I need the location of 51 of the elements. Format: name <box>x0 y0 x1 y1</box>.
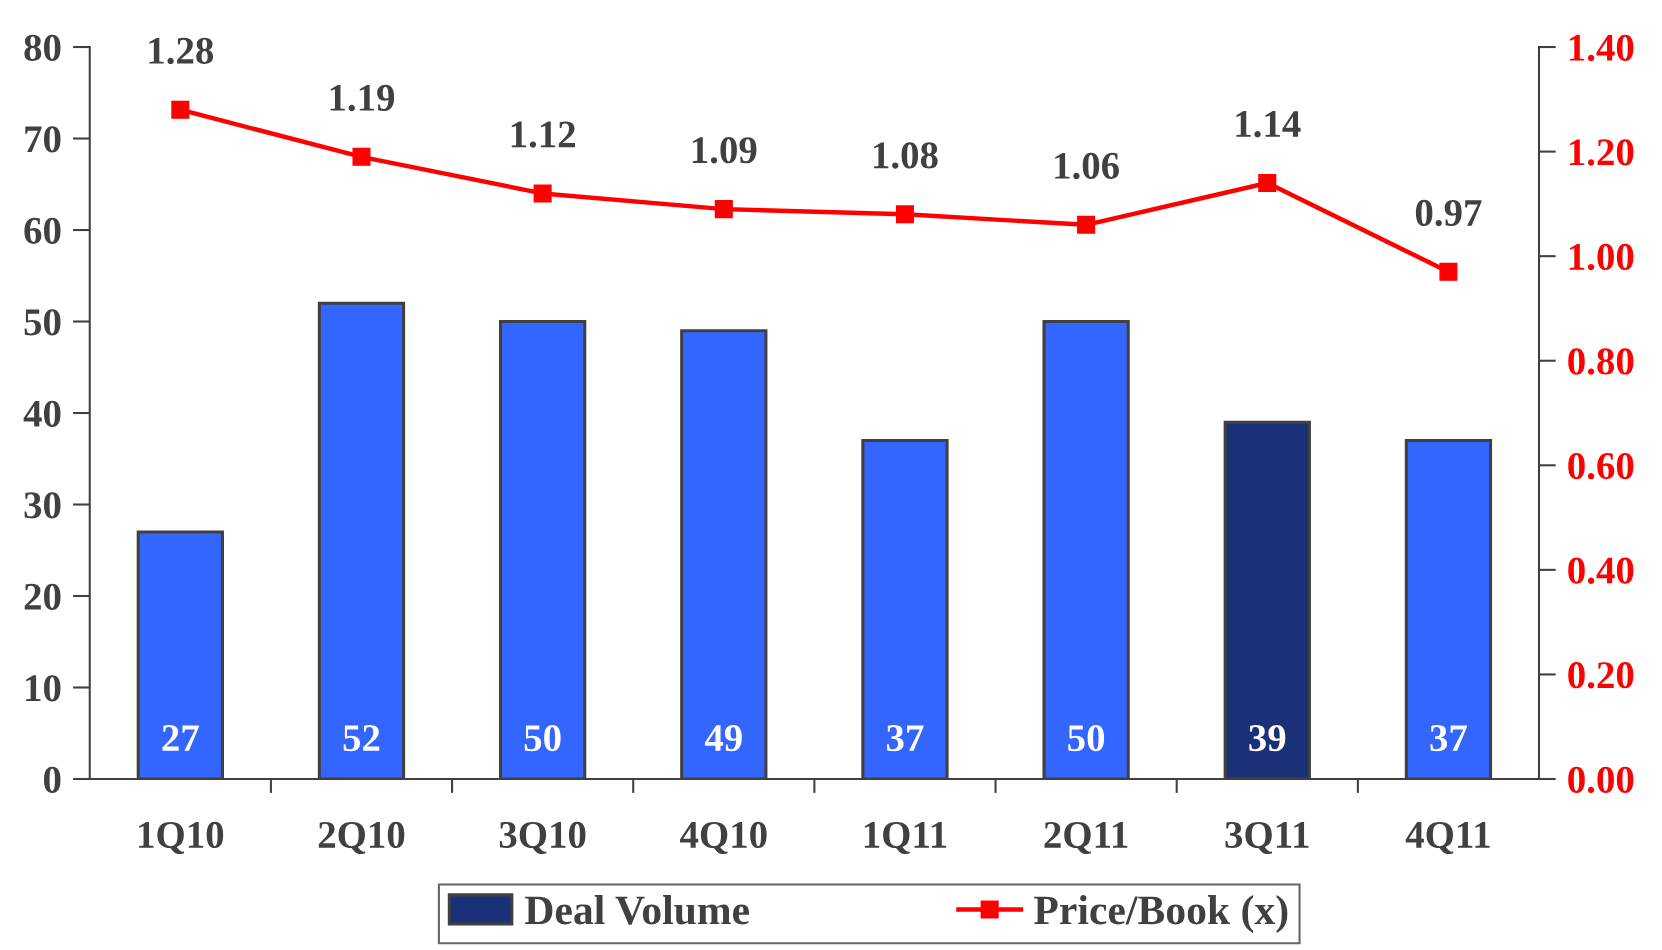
point <box>533 184 552 203</box>
y-tick-label: 0 <box>44 766 61 793</box>
y2-tick-label: 0.40 <box>1568 557 1634 584</box>
y-tick-label: 70 <box>25 126 61 153</box>
data-label: 37 <box>1430 725 1467 752</box>
y2-tick-label: 1.00 <box>1569 243 1634 271</box>
data-label: 1.06 <box>1055 152 1120 180</box>
y2-tick-label: 0.80 <box>1568 348 1634 375</box>
point <box>352 147 371 166</box>
data-label: 1.28 <box>149 37 214 65</box>
data-label: 39 <box>1249 725 1286 752</box>
data-label: 0.97 <box>1415 199 1482 227</box>
data-label: 1.08 <box>874 142 938 169</box>
y-tick-label: 30 <box>24 492 61 519</box>
point <box>714 200 733 219</box>
x-tick-label: 1Q11 <box>864 821 947 854</box>
data-label: 1.19 <box>330 84 395 112</box>
y2-tick-label: 1.20 <box>1569 139 1634 166</box>
y-tick-label: 60 <box>24 217 61 244</box>
y-tick-label: 10 <box>26 675 61 702</box>
data-label: 50 <box>524 724 561 752</box>
x-tick-label: 4Q10 <box>680 821 767 854</box>
legend-label: Price/Book (x) <box>1034 895 1288 933</box>
point <box>1077 215 1096 234</box>
x-tick-label: 2Q10 <box>318 821 405 854</box>
data-label: 50 <box>1068 724 1105 752</box>
data-label: 1.14 <box>1236 111 1301 138</box>
y2-tick-label: 0.20 <box>1568 662 1634 689</box>
y2-tick-label: 1.40 <box>1569 34 1634 62</box>
y-tick-label: 40 <box>23 400 61 427</box>
data-label: 1.09 <box>692 137 757 164</box>
x-tick-label: 1Q10 <box>139 821 224 854</box>
point <box>895 205 914 224</box>
y-tick-label: 50 <box>24 309 61 336</box>
x-tick-label: 3Q11 <box>1225 821 1309 854</box>
x-tick-label: 4Q11 <box>1405 821 1490 854</box>
legend-label: Deal Volume <box>525 895 749 925</box>
data-label: 49 <box>704 725 742 752</box>
data-label: 37 <box>886 725 924 752</box>
point <box>1439 262 1458 281</box>
point <box>1258 173 1277 192</box>
y-tick-label: 80 <box>24 34 61 61</box>
y2-tick-label: 0.60 <box>1568 452 1634 480</box>
y-tick-label: 20 <box>24 583 61 610</box>
point <box>171 100 190 119</box>
data-label: 52 <box>343 725 380 752</box>
x-tick-label: 2Q11 <box>1044 821 1128 854</box>
data-label: 27 <box>162 725 199 751</box>
data-label: 1.12 <box>511 121 575 148</box>
x-tick-label: 3Q10 <box>499 821 586 854</box>
y2-tick-label: 0.00 <box>1568 766 1634 794</box>
